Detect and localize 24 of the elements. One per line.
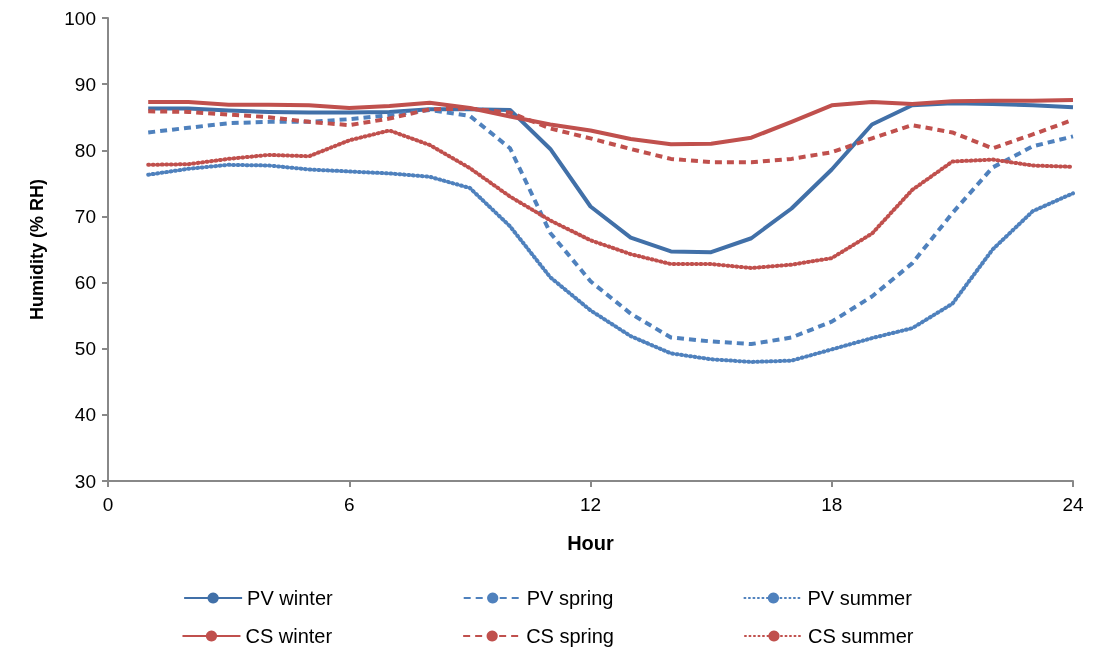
x-tick-label: 12 [579,494,602,515]
y-tick-label: 30 [74,470,96,492]
x-tick-label: 6 [343,494,355,515]
legend-label: PV summer [807,587,913,609]
line-series [146,128,1075,271]
y-tick-label: 100 [64,7,96,29]
line-series [146,162,1075,364]
legend-label: CS winter [245,625,333,647]
y-tick-label: 40 [74,404,96,426]
y-tick-label: 80 [74,139,96,161]
x-axis-title: Hour [567,532,615,554]
y-tick-label: 60 [74,272,96,294]
y-tick-label: 90 [74,73,96,95]
legend-label: PV spring [526,587,614,609]
legend-label: PV winter [247,587,334,609]
legend-label: CS spring [526,625,614,647]
legend-label: CS summer [807,625,914,647]
x-tick-label: 0 [102,494,114,515]
y-tick-label: 70 [74,205,96,227]
x-tick-label: 24 [1062,494,1084,515]
line-series [146,107,1075,347]
y-axis-title: Humidity (% RH) [27,179,47,320]
y-tick-label: 50 [74,338,96,360]
x-tick-label: 18 [821,494,843,515]
